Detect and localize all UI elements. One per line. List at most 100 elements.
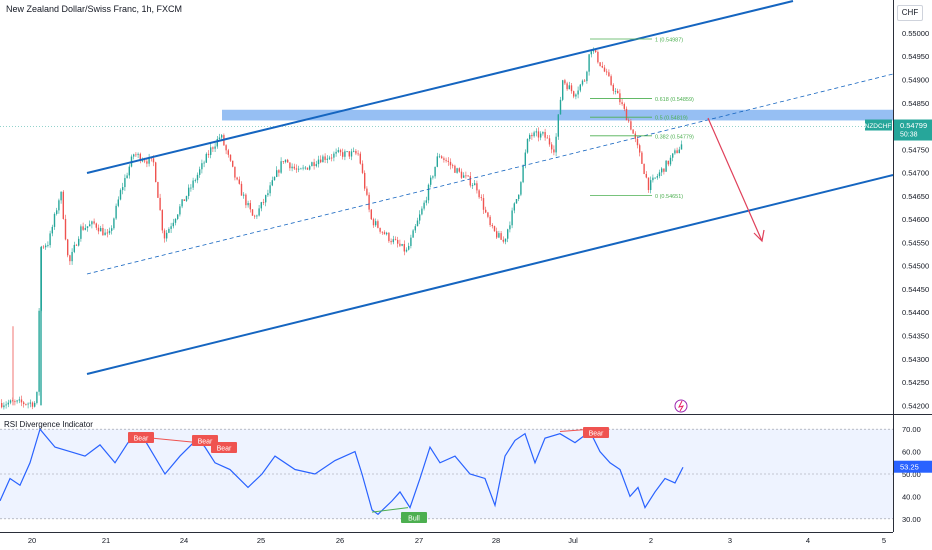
candle-body bbox=[612, 84, 614, 92]
candle-body bbox=[64, 218, 67, 240]
candle-body bbox=[557, 114, 559, 137]
candle-body bbox=[427, 184, 430, 201]
candle-body bbox=[291, 166, 293, 169]
candle-body bbox=[581, 80, 584, 85]
candle-body bbox=[368, 194, 370, 210]
rsi-tick-label: 70.00 bbox=[902, 425, 921, 434]
candle-body bbox=[559, 99, 562, 115]
candle-body bbox=[201, 163, 203, 170]
lightning-icon-bolt bbox=[678, 400, 685, 412]
price-tick-label: 0.54850 bbox=[902, 99, 929, 108]
candle-body bbox=[599, 62, 601, 66]
candle-body bbox=[58, 200, 60, 211]
candle-body bbox=[192, 180, 194, 188]
candle-body bbox=[339, 150, 342, 153]
candle-body bbox=[377, 221, 379, 228]
candle-body bbox=[177, 214, 179, 219]
candle-body bbox=[174, 218, 177, 223]
candle-body bbox=[394, 239, 397, 241]
candle-body bbox=[243, 194, 245, 196]
candles bbox=[1, 47, 683, 410]
time-tick-label: 28 bbox=[492, 536, 500, 545]
time-tick-label: 3 bbox=[728, 536, 732, 545]
candle-body bbox=[333, 153, 335, 158]
divergence-label-bg bbox=[401, 512, 427, 523]
candle-body bbox=[656, 176, 658, 178]
candle-body bbox=[674, 150, 676, 154]
candle-body bbox=[485, 209, 487, 213]
candle-body bbox=[614, 90, 617, 92]
channel-mid-line bbox=[86, 73, 894, 275]
candle-body bbox=[643, 163, 645, 175]
candle-body bbox=[152, 158, 155, 163]
candle-body bbox=[645, 174, 647, 178]
candle-body bbox=[410, 237, 412, 246]
price-tick-label: 0.54200 bbox=[902, 401, 929, 410]
candle-body bbox=[474, 183, 476, 186]
candle-body bbox=[304, 167, 306, 169]
channel-lower-line bbox=[86, 174, 894, 375]
candle-body bbox=[434, 166, 436, 177]
candle-body bbox=[623, 104, 625, 109]
candle-body bbox=[641, 152, 643, 164]
candle-body bbox=[196, 174, 199, 181]
candle-body bbox=[562, 80, 564, 100]
candle-body bbox=[234, 166, 236, 178]
price-tick-label: 0.54400 bbox=[902, 308, 929, 317]
candle-body bbox=[53, 213, 56, 227]
candle-body bbox=[507, 229, 509, 239]
candle-body bbox=[601, 65, 603, 68]
candle-body bbox=[104, 232, 106, 236]
candle-body bbox=[353, 150, 355, 152]
candle-body bbox=[533, 132, 535, 137]
candle-body bbox=[575, 94, 577, 97]
candle-body bbox=[513, 203, 515, 211]
candle-body bbox=[47, 245, 49, 246]
candle-body bbox=[478, 190, 480, 198]
price-tick-label: 0.54700 bbox=[902, 169, 929, 178]
countdown-label: 50:38 bbox=[900, 132, 918, 139]
candle-body bbox=[476, 183, 478, 191]
candle-body bbox=[300, 168, 302, 170]
candle-body bbox=[278, 170, 280, 173]
candle-body bbox=[168, 228, 170, 233]
candle-body bbox=[625, 108, 628, 121]
candle-body bbox=[122, 187, 124, 191]
candle-body bbox=[126, 175, 128, 179]
candle-body bbox=[280, 161, 282, 173]
candle-body bbox=[135, 154, 137, 156]
time-tick-label: 25 bbox=[257, 536, 265, 545]
candle-body bbox=[75, 244, 78, 246]
candle-body bbox=[181, 199, 183, 207]
candle-body bbox=[632, 129, 634, 134]
candle-body bbox=[287, 159, 289, 163]
candle-body bbox=[553, 149, 555, 153]
candle-body bbox=[456, 168, 458, 173]
candle-body bbox=[570, 85, 573, 92]
candle-body bbox=[445, 159, 447, 161]
candle-body bbox=[137, 153, 139, 155]
candle-body bbox=[408, 245, 410, 250]
candle-body bbox=[636, 138, 639, 146]
candle-body bbox=[458, 168, 460, 172]
candle-body bbox=[652, 177, 654, 181]
candle-body bbox=[577, 90, 579, 95]
fib-level-label: 0.5 (0.54819) bbox=[655, 116, 688, 122]
candle-body bbox=[676, 150, 678, 154]
currency-button[interactable]: CHF bbox=[897, 5, 923, 21]
candle-body bbox=[449, 161, 452, 166]
price-tick-label: 0.54500 bbox=[902, 262, 929, 271]
candle-body bbox=[14, 401, 16, 403]
candle-body bbox=[619, 93, 621, 103]
candle-body bbox=[502, 239, 504, 242]
candle-body bbox=[207, 153, 210, 155]
candle-body bbox=[188, 187, 190, 197]
fib-level-label: 0.618 (0.54859) bbox=[655, 97, 694, 103]
candle-body bbox=[531, 134, 533, 137]
projection-arrow-head bbox=[753, 229, 765, 243]
candle-body bbox=[381, 231, 383, 233]
divergence-label: Bear bbox=[589, 431, 604, 438]
fib-level-label: 1 (0.54987) bbox=[655, 37, 683, 43]
candle-body bbox=[425, 200, 427, 203]
